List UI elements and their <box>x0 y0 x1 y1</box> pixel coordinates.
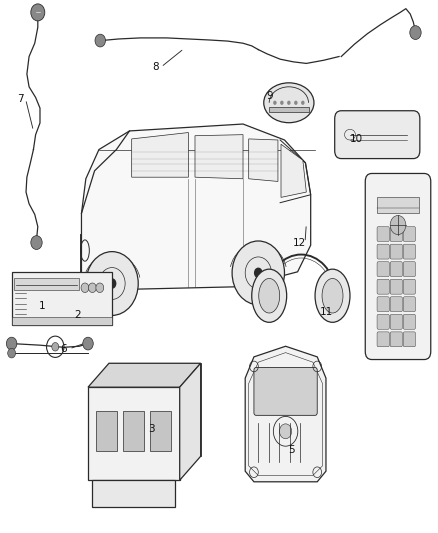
Polygon shape <box>109 364 201 456</box>
FancyBboxPatch shape <box>390 227 403 241</box>
Text: 5: 5 <box>288 445 294 455</box>
Polygon shape <box>180 364 201 480</box>
Circle shape <box>95 34 106 47</box>
Polygon shape <box>249 139 278 181</box>
Polygon shape <box>81 124 311 290</box>
Text: 1: 1 <box>39 301 46 311</box>
FancyBboxPatch shape <box>403 332 416 347</box>
Polygon shape <box>269 107 308 112</box>
Polygon shape <box>245 346 326 482</box>
Ellipse shape <box>252 269 287 322</box>
FancyBboxPatch shape <box>377 332 389 347</box>
Circle shape <box>273 101 277 105</box>
FancyBboxPatch shape <box>254 368 317 415</box>
Text: 8: 8 <box>152 62 159 72</box>
Polygon shape <box>281 144 306 197</box>
Text: 11: 11 <box>319 306 332 317</box>
Circle shape <box>52 343 59 351</box>
Polygon shape <box>12 317 112 325</box>
FancyBboxPatch shape <box>403 297 416 312</box>
Circle shape <box>301 101 304 105</box>
Circle shape <box>81 283 89 293</box>
FancyBboxPatch shape <box>377 314 389 329</box>
Circle shape <box>86 252 138 316</box>
FancyBboxPatch shape <box>377 244 389 259</box>
Text: 6: 6 <box>61 344 67 354</box>
Circle shape <box>287 101 290 105</box>
Circle shape <box>390 215 406 235</box>
Text: 12: 12 <box>293 238 307 247</box>
FancyBboxPatch shape <box>390 297 403 312</box>
Polygon shape <box>132 133 188 177</box>
Polygon shape <box>14 278 79 290</box>
FancyBboxPatch shape <box>123 411 144 451</box>
Circle shape <box>294 101 297 105</box>
FancyBboxPatch shape <box>377 297 389 312</box>
Circle shape <box>96 283 104 293</box>
Polygon shape <box>88 387 180 480</box>
FancyBboxPatch shape <box>377 262 389 277</box>
Circle shape <box>31 236 42 249</box>
Polygon shape <box>88 364 201 387</box>
FancyBboxPatch shape <box>377 279 389 294</box>
Ellipse shape <box>315 269 350 322</box>
Text: 2: 2 <box>74 310 81 320</box>
FancyBboxPatch shape <box>390 262 403 277</box>
FancyBboxPatch shape <box>96 411 117 451</box>
FancyBboxPatch shape <box>403 262 416 277</box>
FancyBboxPatch shape <box>403 279 416 294</box>
Polygon shape <box>195 135 243 179</box>
FancyBboxPatch shape <box>403 244 416 259</box>
Text: 9: 9 <box>266 91 272 101</box>
Circle shape <box>279 424 292 439</box>
FancyBboxPatch shape <box>390 279 403 294</box>
Ellipse shape <box>264 83 314 123</box>
FancyBboxPatch shape <box>390 314 403 329</box>
Circle shape <box>88 283 96 293</box>
FancyBboxPatch shape <box>335 111 420 159</box>
Polygon shape <box>249 353 322 475</box>
FancyBboxPatch shape <box>403 314 416 329</box>
Text: 3: 3 <box>148 424 155 434</box>
FancyBboxPatch shape <box>390 244 403 259</box>
Text: 7: 7 <box>17 94 24 104</box>
FancyBboxPatch shape <box>403 227 416 241</box>
FancyBboxPatch shape <box>12 272 112 325</box>
Circle shape <box>108 278 117 289</box>
Circle shape <box>232 241 285 305</box>
Ellipse shape <box>322 278 343 313</box>
Circle shape <box>8 349 15 358</box>
Ellipse shape <box>259 278 280 313</box>
FancyBboxPatch shape <box>150 411 171 451</box>
FancyBboxPatch shape <box>377 227 389 241</box>
Polygon shape <box>92 480 175 507</box>
FancyBboxPatch shape <box>390 332 403 347</box>
Text: 10: 10 <box>350 134 363 144</box>
Circle shape <box>254 268 263 278</box>
Circle shape <box>31 4 45 21</box>
Circle shape <box>83 337 93 350</box>
Polygon shape <box>377 197 419 213</box>
Circle shape <box>280 101 284 105</box>
Circle shape <box>410 26 421 39</box>
FancyBboxPatch shape <box>365 173 431 360</box>
Circle shape <box>7 337 17 350</box>
